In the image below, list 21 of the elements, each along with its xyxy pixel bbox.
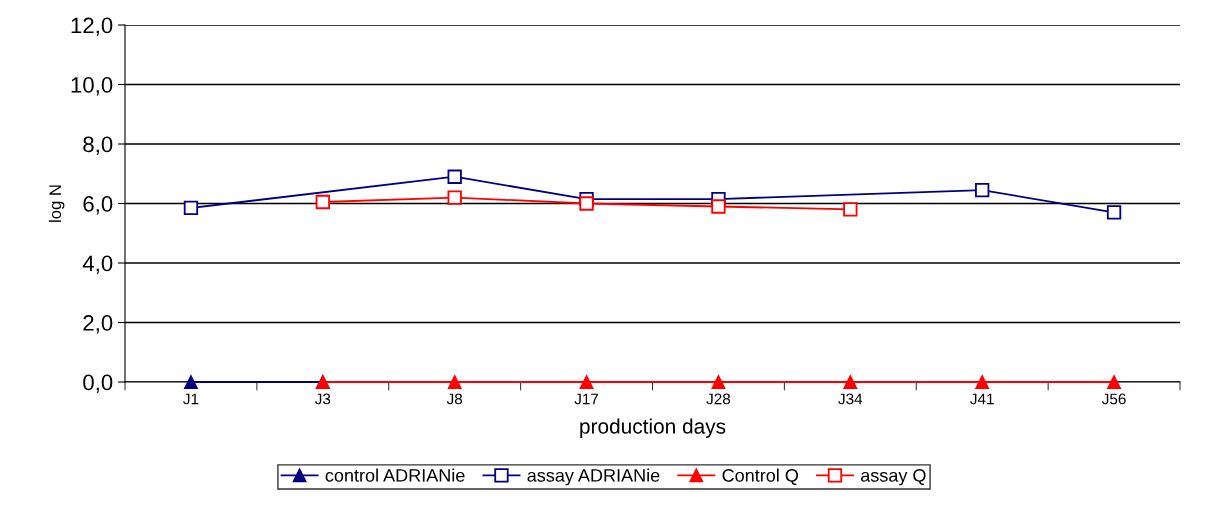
x-tick-label: J28: [706, 393, 731, 405]
x-tick-label: J8: [446, 393, 463, 405]
legend-label: control ADRIANie: [325, 468, 465, 482]
x-tick-label: J34: [838, 393, 863, 405]
y-axis-title: log N: [48, 185, 65, 222]
x-tick-label: J41: [970, 393, 994, 405]
y-tick-label: 10,0: [71, 77, 113, 96]
y-tick-label: 0,0: [83, 374, 113, 393]
x-tick-label: J1: [183, 393, 199, 405]
y-tick-label: 6,0: [83, 196, 113, 215]
y-tick-label: 4,0: [82, 255, 113, 274]
legend-label: assay ADRIANie: [527, 468, 660, 486]
x-tick-label: J3: [314, 393, 331, 405]
y-tick-label: 8,0: [83, 136, 113, 155]
y-tick-label: 12,0: [71, 17, 113, 36]
y-tick-label: 2,0: [83, 315, 113, 334]
x-tick-label: J56: [1101, 393, 1126, 405]
legend-label: Control Q: [722, 468, 798, 486]
x-tick-label: J17: [574, 393, 599, 405]
x-axis-title: production days: [580, 418, 726, 438]
legend-label: assay Q: [861, 469, 926, 486]
